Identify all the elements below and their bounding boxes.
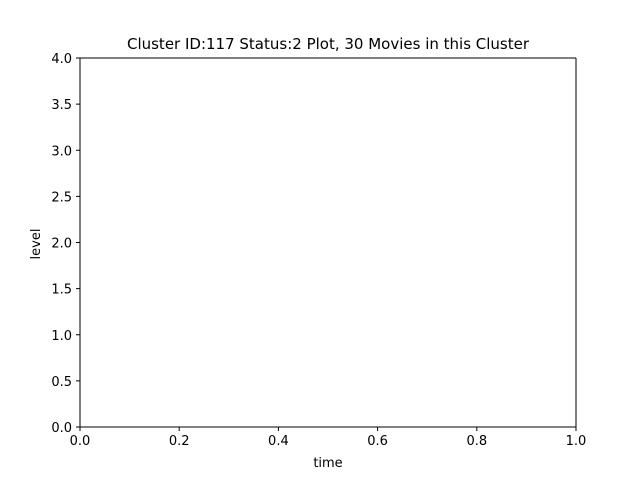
y-tick-label: 2.0 bbox=[51, 237, 72, 252]
x-tick-label: 1.0 bbox=[566, 434, 587, 449]
y-tick-label: 3.5 bbox=[51, 98, 72, 113]
y-tick-label: 4.0 bbox=[51, 52, 72, 67]
x-tick-label: 0.2 bbox=[169, 434, 190, 449]
y-axis-label: level bbox=[29, 229, 44, 260]
y-axis-ticks: 0.0 0.5 1.0 1.5 2.0 2.5 3.0 3.5 4.0 bbox=[51, 52, 80, 436]
y-tick-label: 0.5 bbox=[51, 375, 72, 390]
x-tick-label: 0.6 bbox=[367, 434, 388, 449]
x-tick-label: 0.4 bbox=[268, 434, 289, 449]
y-tick-label: 1.0 bbox=[51, 329, 72, 344]
plot-area bbox=[80, 58, 576, 427]
x-tick-label: 0.0 bbox=[70, 434, 91, 449]
x-axis-ticks: 0.0 0.2 0.4 0.6 0.8 1.0 bbox=[70, 427, 587, 449]
y-tick-label: 1.5 bbox=[51, 283, 72, 298]
y-tick-label: 0.0 bbox=[51, 421, 72, 436]
y-tick-label: 3.0 bbox=[51, 144, 72, 159]
chart-title: Cluster ID:117 Status:2 Plot, 30 Movies … bbox=[127, 35, 530, 53]
y-tick-label: 2.5 bbox=[51, 190, 72, 205]
x-tick-label: 0.8 bbox=[466, 434, 487, 449]
x-axis-label: time bbox=[313, 456, 342, 471]
